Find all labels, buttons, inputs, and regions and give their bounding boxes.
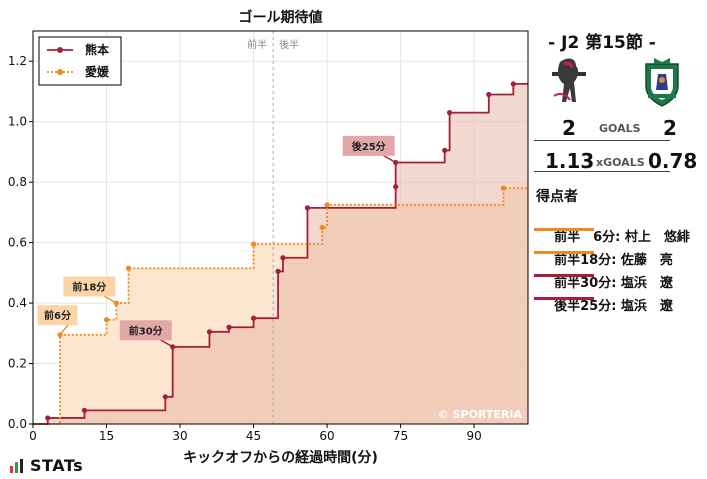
annotation-box: [37, 305, 78, 326]
divider: [534, 171, 670, 172]
x-tick-label: 15: [99, 429, 114, 443]
round-title: - J2 第15節 -: [548, 33, 656, 53]
plot-frame: [32, 30, 529, 425]
scorer-underline: [534, 251, 594, 254]
data-point: [162, 394, 168, 400]
scorer-row: 前半30分: 塩浜 遼: [534, 257, 673, 321]
watermark: © SPORTERIA: [438, 408, 523, 421]
scorer-text: 前半18分: 佐藤 亮: [554, 253, 673, 268]
annotation-box: [63, 276, 116, 297]
x-tick-label: 60: [319, 429, 334, 443]
series-area: [33, 83, 528, 425]
x-tick-label: 30: [172, 429, 187, 443]
scorer-row: 前半18分: 佐藤 亮: [534, 234, 673, 298]
data-point: [250, 315, 257, 321]
first-half-label: 前半: [247, 38, 267, 51]
annotation-label: 前30分: [129, 324, 163, 337]
scorer-underline: [534, 297, 594, 300]
y-tick-label: 0.6: [8, 236, 27, 250]
data-point: [125, 265, 132, 271]
series-line: [33, 187, 528, 425]
home-team-crest-icon: [552, 58, 586, 102]
data-point: [280, 255, 286, 261]
x-axis-label: キックオフからの経過時間(分): [183, 449, 378, 466]
y-tick-label: 1.0: [8, 115, 27, 129]
home-score: 2: [562, 116, 576, 140]
legend-marker: [57, 69, 63, 75]
x-tick-label: 75: [393, 429, 408, 443]
legend-label: 熊本: [85, 42, 109, 57]
data-point: [206, 329, 213, 335]
data-point: [486, 91, 492, 98]
annotation-label: 前18分: [72, 280, 106, 293]
data-point: [324, 202, 330, 208]
x-tick-label: 90: [466, 429, 481, 443]
y-tick-label: 0.8: [8, 175, 27, 189]
scorer-underline: [534, 274, 594, 277]
scorer-underline: [534, 228, 594, 231]
legend-label: 愛媛: [85, 64, 110, 79]
scorer-row: 後半25分: 塩浜 遼: [534, 280, 673, 344]
scorers-title: 得点者: [536, 189, 578, 205]
brand-name: STATs: [30, 456, 84, 475]
data-point: [275, 268, 281, 274]
scorer-text: 前半30分: 塩浜 遼: [554, 276, 673, 291]
data-point: [442, 147, 448, 154]
data-point: [510, 81, 516, 87]
xgoals-label: xGOALS: [596, 156, 645, 169]
data-point: [304, 205, 311, 211]
scorer-text: 前半 6分: 村上 悠緋: [554, 230, 690, 245]
y-tick-label: 1.2: [8, 54, 27, 68]
away-team-crest-icon: [645, 58, 679, 107]
data-point: [250, 241, 257, 247]
data-point: [500, 185, 507, 191]
y-tick-label: 0.4: [8, 296, 27, 310]
annotation-box: [119, 320, 172, 341]
legend-marker: [57, 47, 63, 53]
data-point: [393, 184, 399, 190]
data-point: [446, 110, 453, 116]
match-summary-panel: - J2 第15節 - 2 GOALS 2 1.13 xGOALS 0.78 得…: [532, 0, 702, 479]
annotation-box: [342, 135, 395, 156]
x-tick-label: 45: [246, 429, 261, 443]
stats-logo-icon: [10, 459, 23, 473]
data-point: [319, 224, 325, 231]
home-xg: 1.13: [545, 149, 595, 173]
data-point: [103, 317, 110, 323]
legend-box: [38, 36, 122, 86]
away-score: 2: [663, 116, 677, 140]
data-point: [81, 407, 88, 413]
data-point: [45, 415, 51, 421]
data-point: [226, 324, 232, 330]
away-xg: 0.78: [648, 149, 698, 173]
second-half-label: 後半: [279, 38, 299, 51]
y-tick-label: 0.2: [8, 357, 27, 371]
scorer-row: 前半 6分: 村上 悠緋: [534, 211, 690, 275]
y-tick-label: 0.0: [8, 417, 27, 431]
annotation-label: 後25分: [352, 140, 386, 153]
x-tick-label: 0: [29, 429, 37, 443]
annotation-label: 前6分: [44, 309, 71, 322]
divider: [534, 140, 670, 141]
chart-title: ゴール期待値: [239, 9, 323, 26]
goals-label: GOALS: [599, 122, 641, 135]
scorer-text: 後半25分: 塩浜 遼: [554, 299, 673, 314]
